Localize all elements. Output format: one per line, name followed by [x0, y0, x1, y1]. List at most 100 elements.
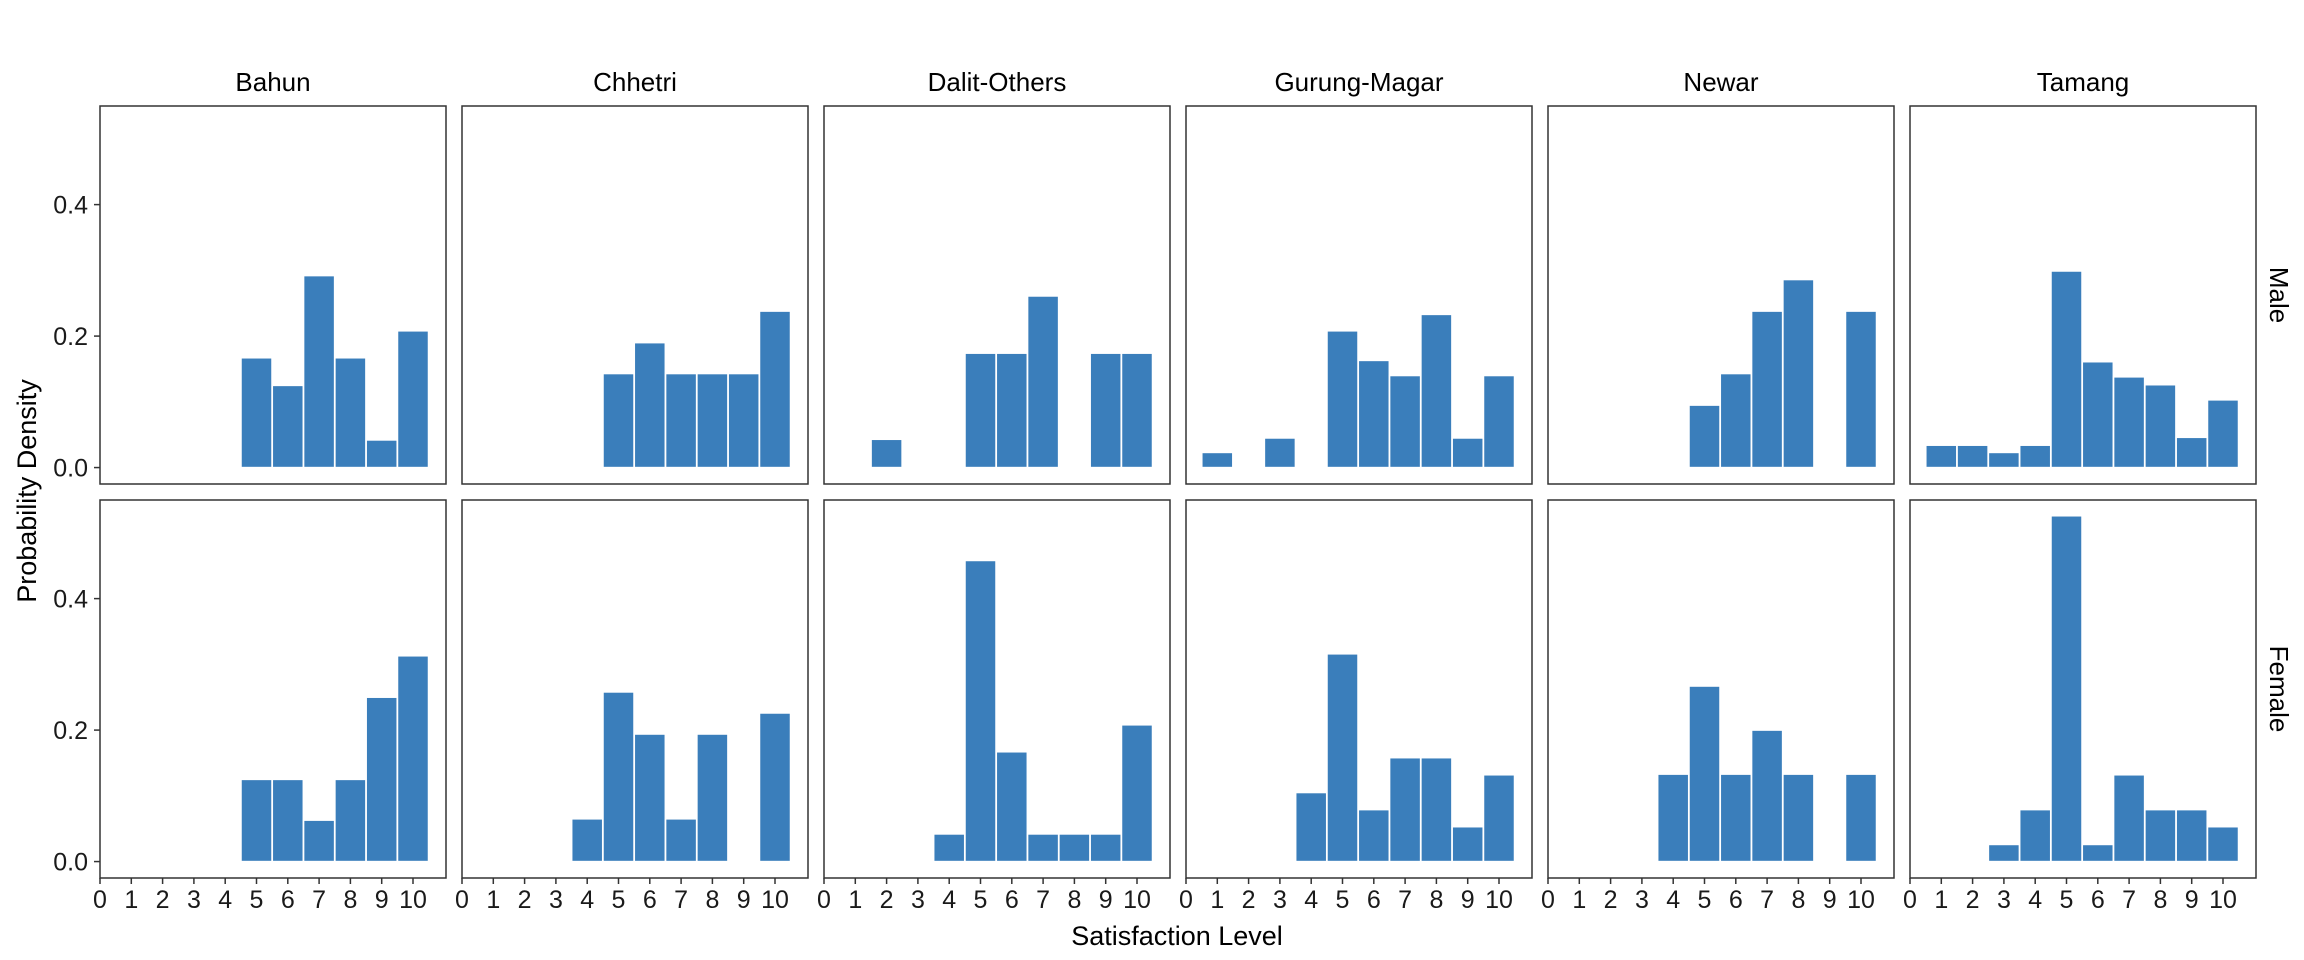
x-tick-label: 5: [1336, 886, 1350, 914]
histogram-bar: [727, 372, 760, 469]
histogram-bar: [1719, 372, 1753, 469]
histogram-bar: [2018, 808, 2052, 863]
x-tick-label: 4: [580, 886, 594, 914]
x-tick-label: 2: [518, 886, 532, 914]
histogram-bar: [758, 310, 792, 469]
histogram-bar: [2081, 843, 2115, 863]
histogram-bar: [396, 655, 430, 863]
histogram-bar: [570, 818, 604, 863]
histogram-bar: [1987, 843, 2021, 863]
y-tick-label: 0.2: [53, 323, 88, 351]
x-tick-label: 4: [1304, 886, 1318, 914]
histogram-bar: [995, 352, 1029, 469]
x-tick-label: 8: [1429, 886, 1443, 914]
panels-layer: [99, 105, 2257, 879]
x-tick-label: 9: [1461, 886, 1475, 914]
x-tick-label: 9: [1099, 886, 1113, 914]
x-tick-label: 10: [1847, 886, 1875, 914]
histogram-bar: [2175, 808, 2208, 863]
x-tick-label: 1: [1210, 886, 1224, 914]
x-tick-label: 2: [1966, 886, 1980, 914]
histogram-bar: [2175, 436, 2208, 469]
x-tick-label: 9: [1823, 886, 1837, 914]
y-axis-title: Probability Density: [12, 379, 42, 603]
x-tick-label: 6: [1005, 886, 1019, 914]
histogram-bar: [1719, 773, 1753, 863]
x-tick-label: 10: [1485, 886, 1513, 914]
x-tick-label: 5: [1698, 886, 1712, 914]
x-tick-label: 6: [281, 886, 295, 914]
histogram-bar: [2112, 774, 2146, 863]
column-strip-label: Newar: [1683, 67, 1758, 97]
x-tick-label: 4: [218, 886, 232, 914]
histogram-bar: [240, 357, 273, 469]
x-tick-label: 4: [942, 886, 956, 914]
x-tick-label: 7: [674, 886, 688, 914]
histogram-bar: [1844, 773, 1878, 863]
x-tick-label: 9: [2185, 886, 2199, 914]
histogram-bar: [302, 274, 336, 469]
histogram-bar: [1451, 437, 1484, 469]
x-tick-label: 4: [2028, 886, 2042, 914]
histogram-bar: [334, 778, 367, 863]
histogram-bar: [1656, 773, 1690, 863]
histogram-bar: [1782, 278, 1815, 469]
histogram-bar: [664, 372, 698, 469]
histogram-bar: [240, 778, 273, 863]
x-tick-label: 8: [343, 886, 357, 914]
column-strip-label: Dalit-Others: [928, 67, 1067, 97]
x-tick-label: 3: [911, 886, 925, 914]
histogram-bar: [1326, 653, 1359, 863]
x-tick-label: 3: [187, 886, 201, 914]
x-tick-label: 10: [1123, 886, 1151, 914]
x-tick-label: 2: [1604, 886, 1618, 914]
y-tick-label: 0.4: [53, 192, 88, 220]
x-tick-label: 1: [1934, 886, 1948, 914]
histogram-bar: [1201, 451, 1234, 469]
x-tick-label: 3: [1273, 886, 1287, 914]
x-tick-label: 2: [1242, 886, 1256, 914]
x-tick-label: 6: [2091, 886, 2105, 914]
histogram-bar: [1026, 295, 1060, 469]
histogram-bar: [870, 438, 903, 469]
histogram-bar: [2144, 808, 2177, 863]
histogram-bar: [2081, 360, 2115, 469]
histogram-bar: [1388, 756, 1422, 863]
histogram-bar: [2144, 383, 2177, 469]
histogram-bar: [1357, 808, 1391, 863]
x-tick-label: 3: [1997, 886, 2011, 914]
x-tick-label: 2: [156, 886, 170, 914]
x-tick-label: 1: [848, 886, 862, 914]
histogram-bar: [964, 559, 997, 863]
x-tick-label: 8: [1067, 886, 1081, 914]
x-tick-label: 0: [1179, 886, 1193, 914]
histogram-bar: [1956, 444, 1989, 469]
histogram-bar: [2206, 825, 2240, 863]
x-tick-label: 6: [1367, 886, 1381, 914]
histogram-bar: [1058, 833, 1091, 863]
histogram-bar: [633, 733, 667, 863]
histogram-bar: [2050, 515, 2083, 863]
histogram-bar: [1120, 352, 1154, 469]
x-tick-label: 6: [643, 886, 657, 914]
labels-layer: Bahun Chhetri Dalit-Others Gurung-Magar Newa…: [53, 67, 2294, 914]
x-tick-label: 9: [375, 886, 389, 914]
x-tick-label: 1: [124, 886, 138, 914]
histogram-bar: [1987, 451, 2021, 469]
histogram-bar: [1750, 310, 1784, 469]
histogram-bar: [932, 833, 966, 863]
histogram-bar: [1451, 825, 1484, 863]
x-axis-title: Satisfaction Level: [1071, 921, 1283, 951]
histogram-bar: [602, 691, 635, 863]
x-tick-label: 3: [549, 886, 563, 914]
x-tick-label: 5: [612, 886, 626, 914]
histogram-bar: [1420, 756, 1453, 863]
x-tick-label: 8: [1791, 886, 1805, 914]
histogram-bar: [271, 384, 305, 469]
x-tick-label: 0: [1541, 886, 1555, 914]
histogram-bar: [1388, 374, 1422, 469]
histogram-bar: [302, 819, 336, 863]
histogram-bar: [1357, 359, 1391, 469]
y-tick-label: 0.2: [53, 717, 88, 745]
